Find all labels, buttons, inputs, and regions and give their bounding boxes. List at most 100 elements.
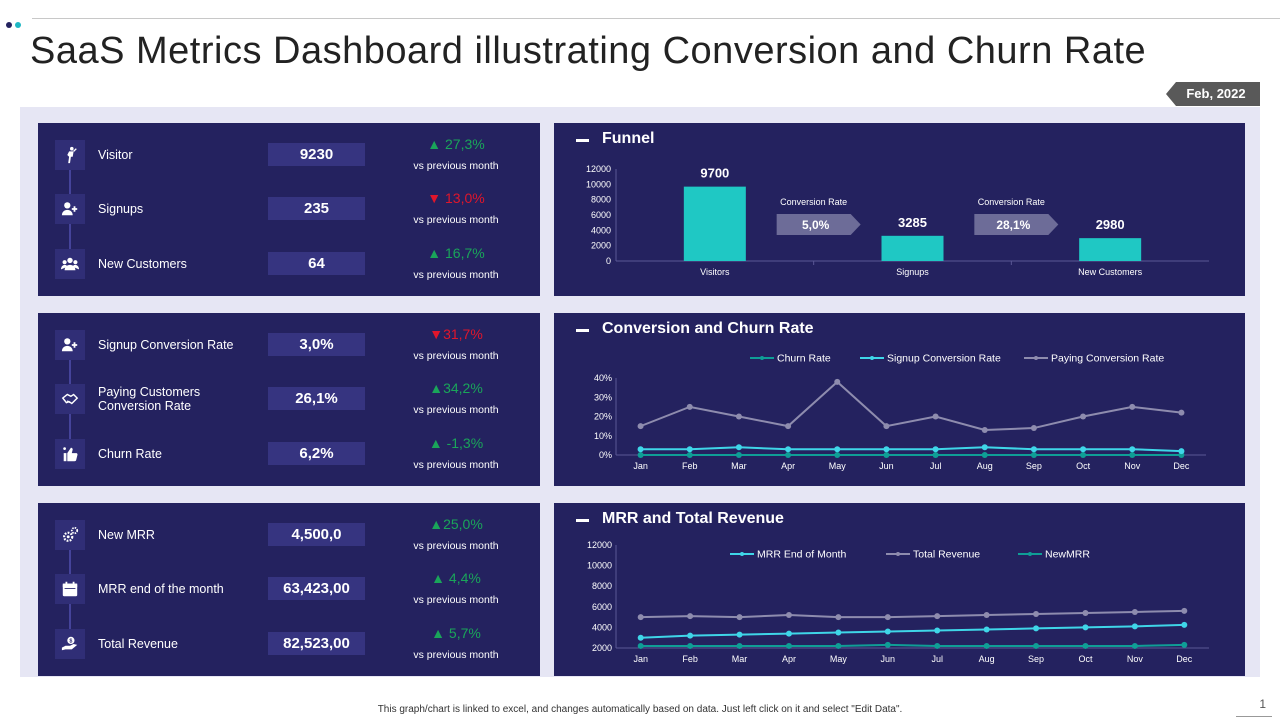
metric-comparison-label: vs previous month: [413, 269, 499, 281]
data-point: [785, 423, 792, 430]
metric-label: New Customers: [98, 257, 187, 271]
x-tick-label: Sep: [1028, 654, 1044, 664]
y-tick-label: 40%: [594, 373, 612, 383]
metric-row: Paying Customers Conversion Rate 26,1% ▲34…: [38, 377, 540, 421]
funnel-bar: [1079, 238, 1142, 261]
data-point: [686, 403, 693, 410]
metric-row: Churn Rate 6,2% ▲ -1,3% vs previous month: [38, 432, 540, 476]
users-icon: [55, 249, 85, 279]
data-point: [883, 423, 890, 430]
y-tick-label: 8000: [591, 195, 611, 205]
data-point: [981, 452, 988, 458]
metric-value: 4,500,0: [268, 523, 365, 546]
funnel-chart-title: Funnel: [602, 130, 655, 147]
data-point: [637, 423, 644, 430]
data-point: [934, 613, 941, 620]
data-point: [1178, 448, 1185, 455]
metric-change: ▲25,0%: [429, 516, 483, 532]
y-tick-label: 10000: [586, 179, 611, 189]
metric-value: 64: [268, 252, 365, 275]
thumbs-up-icon: [55, 439, 85, 469]
metric-change: ▲ -1,3%: [428, 435, 484, 451]
series-line: [640, 446, 1182, 453]
legend-marker: [740, 552, 744, 556]
y-tick-label: 2000: [592, 643, 612, 653]
series-line: [640, 380, 1182, 431]
y-tick-label: 12000: [586, 164, 611, 174]
legend-label: Signup Conversion Rate: [887, 353, 1001, 365]
metric-change: ▼ 13,0%: [427, 190, 485, 206]
data-point: [785, 612, 792, 619]
data-point: [1181, 607, 1188, 614]
data-point: [884, 641, 891, 648]
data-point: [735, 413, 742, 420]
data-point: [687, 613, 694, 620]
handshake-icon: [55, 384, 85, 414]
metric-comparison-label: vs previous month: [413, 214, 499, 226]
data-point: [637, 452, 644, 458]
funnel-chart-panel: Funnel 0 2000 4000 6000 8000 10000 12000 9700 Vi…: [554, 123, 1245, 296]
date-tag: Feb, 2022: [1166, 82, 1260, 106]
legend-marker: [1034, 356, 1038, 360]
gears-icon: [55, 520, 85, 550]
data-point: [637, 642, 644, 649]
page-number: 1: [1259, 697, 1266, 711]
mrr-chart-title: MRR and Total Revenue: [602, 510, 784, 527]
money-hand-icon: $: [55, 629, 85, 659]
metric-comparison-label: vs previous month: [413, 350, 499, 362]
user-plus-icon: [55, 330, 85, 360]
data-point: [834, 446, 841, 453]
metric-box-conversion: Signup Conversion Rate 3,0% ▼31,7% vs previ…: [38, 313, 540, 486]
metric-change: ▼31,7%: [429, 326, 483, 342]
metric-row: Visitor 9230 ▲ 27,3% vs previous month: [38, 133, 540, 177]
data-point: [785, 452, 792, 458]
calendar-icon: [55, 574, 85, 604]
data-point: [735, 444, 742, 451]
metric-row: New Customers 64 ▲ 16,7% vs previous month: [38, 242, 540, 286]
funnel-chart[interactable]: 0 2000 4000 6000 8000 10000 12000 9700 Visitors 3…: [554, 123, 1245, 296]
metric-value: 82,523,00: [268, 632, 365, 655]
data-point: [883, 446, 890, 453]
conversion-rate-value: 5,0%: [802, 218, 830, 232]
y-tick-label: 6000: [591, 210, 611, 220]
data-point: [736, 631, 743, 638]
data-point: [686, 446, 693, 453]
x-tick-label: Apr: [781, 461, 795, 471]
data-point: [1030, 425, 1037, 432]
series-line: [640, 623, 1185, 639]
metric-label: Churn Rate: [98, 447, 162, 461]
slide-dots: [6, 15, 24, 33]
metric-change: ▲ 5,7%: [431, 625, 481, 641]
data-point: [1131, 642, 1138, 649]
data-point: [785, 446, 792, 453]
svg-text:$: $: [69, 639, 72, 645]
data-point: [1080, 452, 1087, 458]
data-point: [932, 413, 939, 420]
metric-value: 63,423,00: [268, 577, 365, 600]
data-point: [883, 452, 890, 458]
x-tick-label: Aug: [977, 461, 993, 471]
x-tick-label: Jul: [930, 461, 942, 471]
data-point: [1178, 409, 1185, 416]
metric-label: Signup Conversion Rate: [98, 338, 234, 352]
mrr-revenue-chart[interactable]: 2000 4000 6000 8000 10000 12000 Jan Feb Mar Apr Ma…: [554, 503, 1245, 676]
data-point: [835, 629, 842, 636]
x-tick-label: Oct: [1076, 461, 1091, 471]
data-point: [1033, 642, 1040, 649]
y-tick-label: 4000: [592, 622, 612, 632]
data-point: [834, 378, 841, 385]
metric-label: New MRR: [98, 528, 155, 542]
metric-comparison-label: vs previous month: [413, 540, 499, 552]
metric-label: Total Revenue: [98, 637, 178, 651]
legend-marker: [1028, 552, 1032, 556]
x-tick-label: Mar: [731, 461, 747, 471]
data-point: [981, 426, 988, 433]
metric-label: Signups: [98, 202, 144, 216]
metric-row: New MRR 4,500,0 ▲25,0% vs previous month: [38, 513, 540, 557]
footer-note: This graph/chart is linked to excel, and…: [377, 704, 903, 715]
x-tick-label: Aug: [979, 654, 995, 664]
data-point: [1080, 413, 1087, 420]
data-point: [1033, 625, 1040, 632]
x-tick-label: Jun: [879, 461, 894, 471]
conversion-churn-chart[interactable]: 0% 10% 20% 30% 40% Jan Feb Mar Apr May Jun Jul Aug Se…: [554, 313, 1245, 486]
